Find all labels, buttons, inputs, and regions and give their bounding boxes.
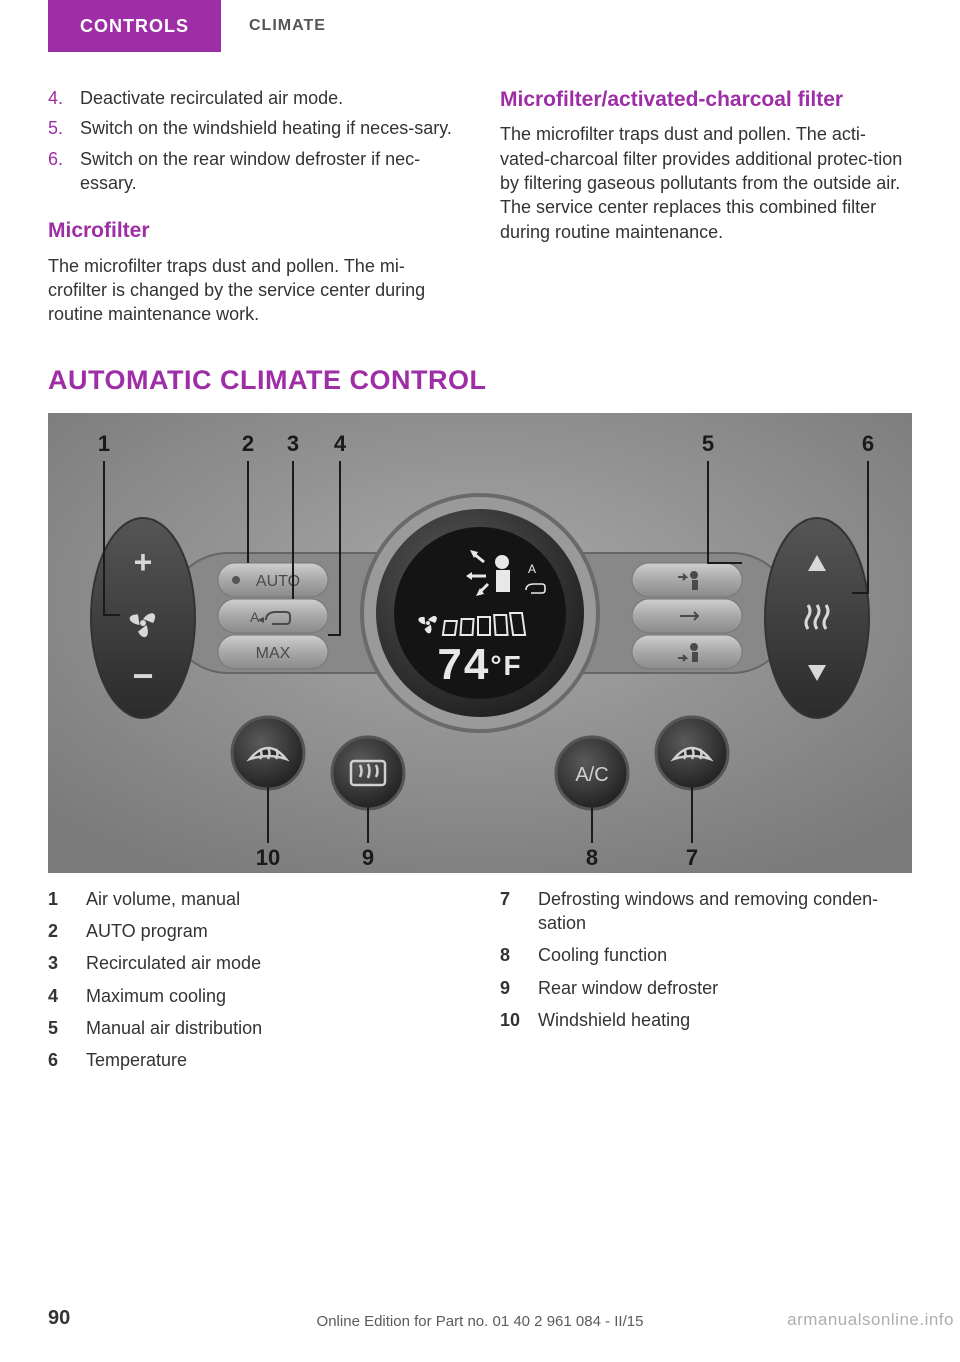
step-number: 6. xyxy=(48,147,66,196)
step-text: Switch on the rear window defroster if n… xyxy=(80,147,460,196)
recirc-button: A xyxy=(218,599,328,633)
header-subtab: CLIMATE xyxy=(221,0,354,52)
legend-item: 1Air volume, manual xyxy=(48,887,460,911)
legend-item: 2AUTO program xyxy=(48,919,460,943)
svg-text:10: 10 xyxy=(256,845,280,870)
svg-text:5: 5 xyxy=(702,431,714,456)
svg-text:A/C: A/C xyxy=(575,764,608,786)
svg-text:8: 8 xyxy=(586,845,598,870)
climate-panel-svg: + − AUTO A xyxy=(48,413,912,873)
ac-button: A/C xyxy=(556,737,628,809)
air-dist-lower-button xyxy=(632,635,742,669)
automatic-climate-heading: AUTOMATIC CLIMATE CONTROL xyxy=(48,362,912,398)
legend-item: 10Windshield heating xyxy=(500,1008,912,1032)
step-item: 4. Deactivate recirculated air mode. xyxy=(48,86,460,110)
rear-defrost-button xyxy=(332,737,404,809)
legend-item: 4Maximum cooling xyxy=(48,984,460,1008)
svg-text:A: A xyxy=(528,562,536,576)
legend-item: 3Recirculated air mode xyxy=(48,951,460,975)
right-column: Microfilter/activated-charcoal filter Th… xyxy=(500,86,912,326)
auto-button: AUTO xyxy=(218,563,328,597)
climate-control-figure: + − AUTO A xyxy=(48,413,912,873)
step-list: 4. Deactivate recirculated air mode. 5. … xyxy=(48,86,460,195)
air-dist-upper-button xyxy=(632,563,742,597)
svg-text:9: 9 xyxy=(362,845,374,870)
step-number: 5. xyxy=(48,116,66,140)
microfilter-body: The microfilter traps dust and pollen. T… xyxy=(48,254,460,327)
step-number: 4. xyxy=(48,86,66,110)
svg-text:A: A xyxy=(250,609,260,625)
svg-text:7: 7 xyxy=(686,845,698,870)
svg-text:MAX: MAX xyxy=(256,645,291,662)
legend-item: 9Rear window defroster xyxy=(500,976,912,1000)
svg-text:+: + xyxy=(134,544,153,580)
svg-text:3: 3 xyxy=(287,431,299,456)
microfilter-heading: Microfilter xyxy=(48,217,460,245)
windshield-heat-button xyxy=(232,717,304,789)
legend-item: 8Cooling function xyxy=(500,943,912,967)
legend: 1Air volume, manual 2AUTO program 3Recir… xyxy=(0,873,960,1081)
max-button: MAX xyxy=(218,635,328,669)
front-defrost-button xyxy=(656,717,728,789)
svg-text:4: 4 xyxy=(334,431,347,456)
step-text: Deactivate recirculated air mode. xyxy=(80,86,343,110)
svg-text:2: 2 xyxy=(242,431,254,456)
step-text: Switch on the windshield heating if nece… xyxy=(80,116,452,140)
left-column: 4. Deactivate recirculated air mode. 5. … xyxy=(48,86,460,326)
svg-text:6: 6 xyxy=(862,431,874,456)
header-tab: CONTROLS xyxy=(48,0,221,52)
svg-text:1: 1 xyxy=(98,431,110,456)
step-item: 6. Switch on the rear window defroster i… xyxy=(48,147,460,196)
step-item: 5. Switch on the windshield heating if n… xyxy=(48,116,460,140)
mfac-heading: Microfilter/activated-charcoal filter xyxy=(500,86,912,114)
legend-item: 7Defrosting windows and removing conden‐… xyxy=(500,887,912,936)
air-dist-mid-button xyxy=(632,599,742,633)
watermark-text: armanualsonline.info xyxy=(787,1309,954,1332)
mfac-body: The microfilter traps dust and pollen. T… xyxy=(500,122,912,243)
legend-item: 6Temperature xyxy=(48,1048,460,1072)
legend-item: 5Manual air distribution xyxy=(48,1016,460,1040)
svg-text:−: − xyxy=(132,655,153,696)
